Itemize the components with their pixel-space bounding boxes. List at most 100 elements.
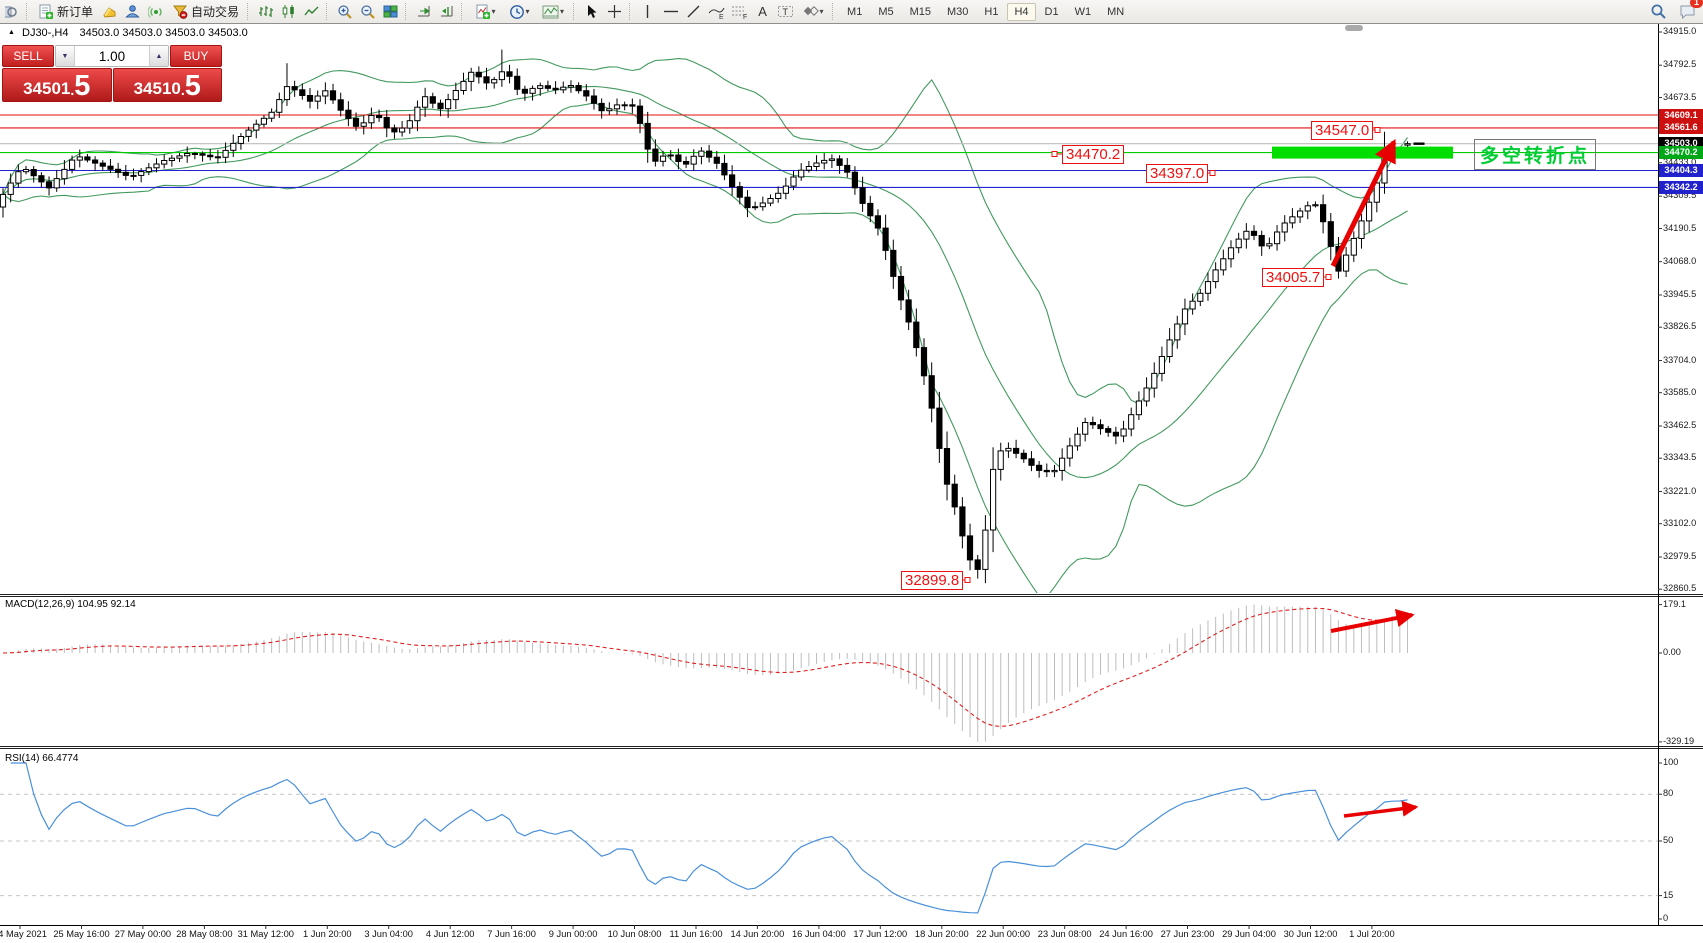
sell-price-int: 34501 xyxy=(23,79,71,98)
zoom-out-icon[interactable] xyxy=(356,1,379,22)
macd-signal-line xyxy=(2,607,1408,727)
candlestick-chart-icon[interactable] xyxy=(277,1,300,22)
clipped-window-icon[interactable] xyxy=(0,1,23,22)
time-tick-label: 31 May 12:00 xyxy=(237,929,294,939)
indicators-dropdown[interactable]: ▾ xyxy=(468,1,502,22)
equidistant-channel-tool[interactable]: E xyxy=(705,1,728,22)
autotrading-button[interactable]: 自动交易 xyxy=(167,1,244,22)
volume-decrease-button[interactable]: ▼ xyxy=(56,46,75,66)
line-chart-icon[interactable] xyxy=(300,1,323,22)
price-tick-label: 33343.5 xyxy=(1663,452,1697,463)
turning-point-note[interactable]: 多空转折点 xyxy=(1474,139,1597,170)
volume-increase-button[interactable]: ▲ xyxy=(149,46,168,66)
green-highlight-zone[interactable] xyxy=(1272,146,1453,159)
macd-tick-label: 0.00 xyxy=(1663,647,1681,657)
bar-chart-icon[interactable] xyxy=(254,1,277,22)
zoom-in-icon[interactable] xyxy=(333,1,356,22)
time-tick-label: 11 Jun 16:00 xyxy=(669,929,723,939)
bollinger-lower-line xyxy=(2,102,1408,593)
autotrading-label: 自动交易 xyxy=(191,5,240,19)
horizontal-line-tool[interactable] xyxy=(659,1,682,22)
price-annotation[interactable]: 34005.7 xyxy=(1262,268,1325,287)
price-annotation[interactable]: 34470.2 xyxy=(1062,145,1125,164)
cursor-tool[interactable] xyxy=(580,1,603,22)
timeframe-button-M15[interactable]: M15 xyxy=(909,5,931,18)
new-order-button[interactable]: 新订单 xyxy=(33,1,98,22)
volume-input[interactable] xyxy=(75,46,149,66)
toolbar-separator xyxy=(461,3,465,20)
price-line-badge: 34470.2 xyxy=(1659,146,1703,160)
chevron-down-icon: ▾ xyxy=(819,7,824,16)
svg-text:T: T xyxy=(783,7,789,17)
auto-scroll-icon[interactable] xyxy=(412,1,435,22)
timeframe-button-H4[interactable]: H4 xyxy=(1007,2,1036,21)
timeframe-button-H1[interactable]: H1 xyxy=(984,5,999,18)
time-tick-label: 9 Jun 00:00 xyxy=(548,929,598,939)
toolbar-separator xyxy=(405,3,409,20)
price-tick-label: 33585.0 xyxy=(1663,386,1697,397)
price-annotation[interactable]: 34547.0 xyxy=(1311,121,1374,140)
periods-dropdown[interactable]: ▾ xyxy=(502,1,536,22)
timeframe-button-M1[interactable]: M1 xyxy=(847,5,863,18)
buy-price-frac: 5 xyxy=(184,70,201,102)
profile-icon[interactable] xyxy=(121,1,144,22)
time-tick-label: 22 Jun 00:00 xyxy=(976,929,1031,939)
tile-windows-icon[interactable] xyxy=(379,1,402,22)
trend-arrow-rsi[interactable] xyxy=(1343,800,1419,818)
shapes-dropdown[interactable]: ▾ xyxy=(797,1,829,22)
fibonacci-tool[interactable]: F xyxy=(728,1,751,22)
toolbar-separator xyxy=(26,3,30,20)
collapse-trade-panel-icon[interactable]: ▲ xyxy=(8,29,15,36)
signal-icon[interactable] xyxy=(144,1,167,22)
buy-price-button[interactable]: 34510. 5 xyxy=(112,68,222,102)
price-annotation[interactable]: 32899.8 xyxy=(901,571,964,590)
quotes-icon[interactable] xyxy=(98,1,121,22)
time-tick-label: 23 Jun 08:00 xyxy=(1037,929,1092,939)
timeframe-bar: M1 M5 M15 M30 H1 H4 D1 W1 MN xyxy=(839,2,1132,21)
search-icon[interactable] xyxy=(1647,1,1670,22)
buy-button[interactable]: BUY xyxy=(170,45,222,67)
time-tick-label: 3 Jun 04:00 xyxy=(364,929,413,939)
timeframe-button-M5[interactable]: M5 xyxy=(878,5,894,18)
toolbar-right-group: 1 xyxy=(1647,0,1703,22)
timeframe-button-M30[interactable]: M30 xyxy=(947,5,969,18)
rsi-tick-label: 15 xyxy=(1663,889,1674,900)
bollinger-upper-line xyxy=(2,58,1408,405)
chart-shift-icon[interactable] xyxy=(435,1,458,22)
chart-scrollbar-thumb[interactable] xyxy=(1345,25,1363,31)
sell-price-dot: . xyxy=(70,82,75,98)
sell-button[interactable]: SELL xyxy=(2,45,54,67)
text-tool[interactable]: A xyxy=(758,4,767,19)
rsi-tick-label: 80 xyxy=(1663,788,1674,799)
timeframe-button-D1[interactable]: D1 xyxy=(1044,5,1059,18)
vertical-line-tool[interactable] xyxy=(636,1,659,22)
price-annotation[interactable]: 34397.0 xyxy=(1146,164,1209,183)
trend-arrow-macd[interactable] xyxy=(1330,609,1415,633)
time-tick-label: 1 Jun 20:00 xyxy=(303,929,352,939)
trend-arrow-main[interactable] xyxy=(1330,138,1397,268)
chart-header: ▲ DJ30-,H4 34503.0 34503.0 34503.0 34503… xyxy=(8,27,248,39)
sell-price-button[interactable]: 34501. 5 xyxy=(2,68,112,102)
chevron-down-icon: ▾ xyxy=(491,7,496,16)
toolbar-separator xyxy=(326,3,330,20)
crosshair-tool[interactable] xyxy=(603,1,626,22)
indicators-icon xyxy=(476,4,490,19)
time-tick-label: 25 May 16:00 xyxy=(53,929,110,939)
text-label-tool[interactable]: T xyxy=(774,1,797,22)
price-line-badge: 34609.1 xyxy=(1659,108,1703,122)
buy-price-int: 34510 xyxy=(133,79,181,98)
svg-text:E: E xyxy=(719,14,724,20)
timeframe-button-W1[interactable]: W1 xyxy=(1074,5,1092,18)
timeframe-button-MN[interactable]: MN xyxy=(1107,5,1125,18)
templates-dropdown[interactable]: ▾ xyxy=(536,1,570,22)
price-tick-label: 34915.0 xyxy=(1663,26,1697,36)
horizontal-levels[interactable] xyxy=(0,114,1658,188)
notifications-button[interactable]: 1 xyxy=(1676,0,1703,22)
bollinger-middle-line xyxy=(2,85,1408,479)
rsi-indicator-label: RSI(14) 66.4774 xyxy=(5,753,79,764)
rsi-tick-label: 50 xyxy=(1663,835,1674,845)
volume-control: ▼ ▲ xyxy=(55,45,169,67)
trendline-tool[interactable] xyxy=(682,1,705,22)
